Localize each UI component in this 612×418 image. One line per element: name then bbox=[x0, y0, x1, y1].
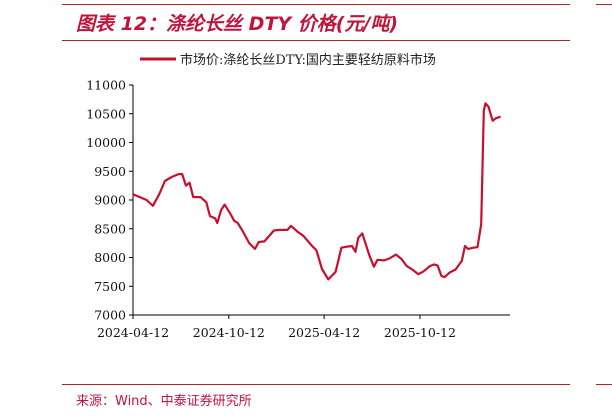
legend-label: 市场价:涤纶长丝DTY:国内主要轻纺原料市场 bbox=[180, 52, 436, 68]
source-note: 来源：Wind、中泰证券研究所 bbox=[76, 394, 252, 409]
adjacent-page-bottom-rule bbox=[596, 384, 612, 385]
y-tick-label: 7500 bbox=[94, 279, 126, 294]
x-tick-label: 2024-10-12 bbox=[193, 325, 265, 340]
footer-rule bbox=[62, 384, 570, 385]
figure-title: 图表 12：涤纶长丝 DTY 价格(元/吨) bbox=[76, 13, 399, 35]
y-tick-label: 9500 bbox=[94, 164, 126, 179]
x-tick-label: 2025-04-12 bbox=[288, 325, 360, 340]
y-tick-label: 11000 bbox=[86, 78, 126, 93]
header-top-rule bbox=[62, 4, 570, 5]
y-tick-label: 10000 bbox=[86, 135, 126, 150]
chart-axes: 7000 7500 8000 8500 9000 9500 10000 10500 11000 2… bbox=[86, 78, 510, 340]
y-tick-label: 8000 bbox=[94, 250, 126, 265]
y-tick-label: 8500 bbox=[94, 221, 126, 236]
chart-plot-area bbox=[132, 102, 501, 281]
x-tick-label: 2025-10-12 bbox=[384, 325, 456, 340]
chart-legend: 市场价:涤纶长丝DTY:国内主要轻纺原料市场 bbox=[140, 52, 436, 68]
series-line-dty-price bbox=[132, 102, 501, 281]
y-tick-label: 9000 bbox=[94, 193, 126, 208]
adjacent-page-top-rule bbox=[596, 4, 612, 5]
y-tick-label: 7000 bbox=[94, 308, 126, 323]
x-tick-label: 2024-04-12 bbox=[97, 325, 169, 340]
title-rule bbox=[62, 40, 570, 41]
y-tick-label: 10500 bbox=[86, 106, 126, 121]
